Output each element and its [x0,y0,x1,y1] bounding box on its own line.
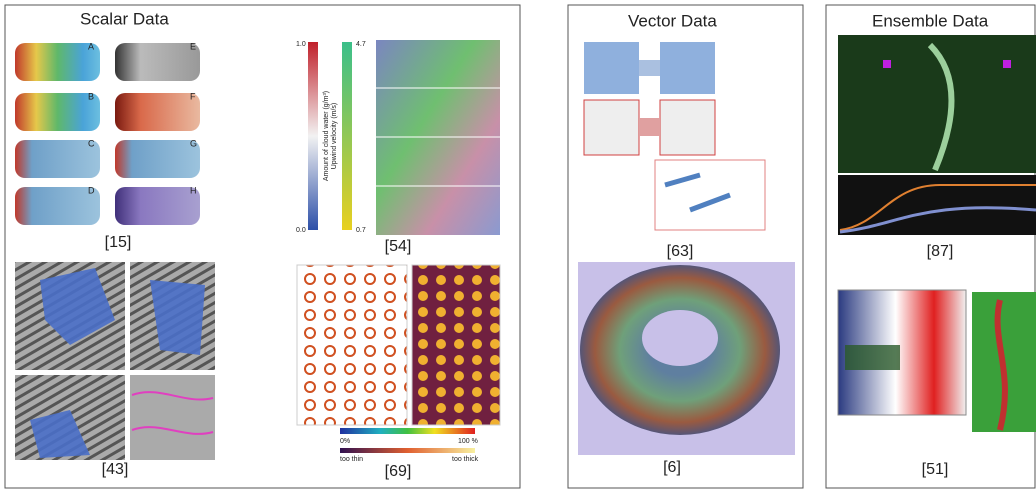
scale-label: 0% [340,438,350,445]
colorbar-title: Amount of cloud water (g/m³) [323,91,330,181]
vector-panel: Vector Data [63] [6] [568,5,803,488]
subfigure-letter: B [88,91,94,101]
figure-label: [15] [105,234,132,251]
figure-label: [87] [927,243,954,260]
fig51-image [838,290,1036,432]
colorbar-label: 0.0 [296,227,306,234]
fig54-image [376,40,500,235]
figure-label: [69] [385,463,412,480]
subfigure-letter: A [88,41,94,51]
fig87-image [838,35,1036,235]
scale-label: too thin [340,456,363,463]
figure-label: [51] [922,461,949,478]
subfigure-letter: E [190,41,196,51]
colorbar [308,42,318,230]
colorbar [342,42,352,230]
scalar-panel: Scalar Data A B C D E F G H [15] 1.0 0.0… [5,5,520,488]
figure-label: [63] [667,243,694,260]
fig43-image [15,262,215,460]
panel-title: Vector Data [628,11,717,30]
subfigure-letter: G [190,138,197,148]
panel-title: Ensemble Data [872,11,989,30]
colorbar-title: Upwind velocity (m/s) [331,103,338,170]
figure-label: [54] [385,238,412,255]
subfigure-letter: H [190,185,197,195]
scale-label: 100 % [458,438,478,445]
page: Scalar Data A B C D E F G H [15] 1.0 0.0… [0,0,1036,492]
panel-title: Scalar Data [80,9,169,28]
colorbar-label: 4.7 [356,41,366,48]
subfigure-letter: C [88,138,95,148]
colorbar-label: 0.7 [356,227,366,234]
figure-label: [43] [102,461,129,478]
figure-label: [6] [663,459,681,476]
subfigure-letter: F [190,91,196,101]
colorbar-label: 1.0 [296,41,306,48]
scale-label: too thick [452,456,479,463]
fig69-image [297,265,500,453]
fig6-image [578,262,795,455]
subfigure-letter: D [88,185,95,195]
figure: Scalar Data A B C D E F G H [15] 1.0 0.0… [0,0,1036,492]
ensemble-panel: Ensemble Data [87] [51] [826,5,1036,488]
